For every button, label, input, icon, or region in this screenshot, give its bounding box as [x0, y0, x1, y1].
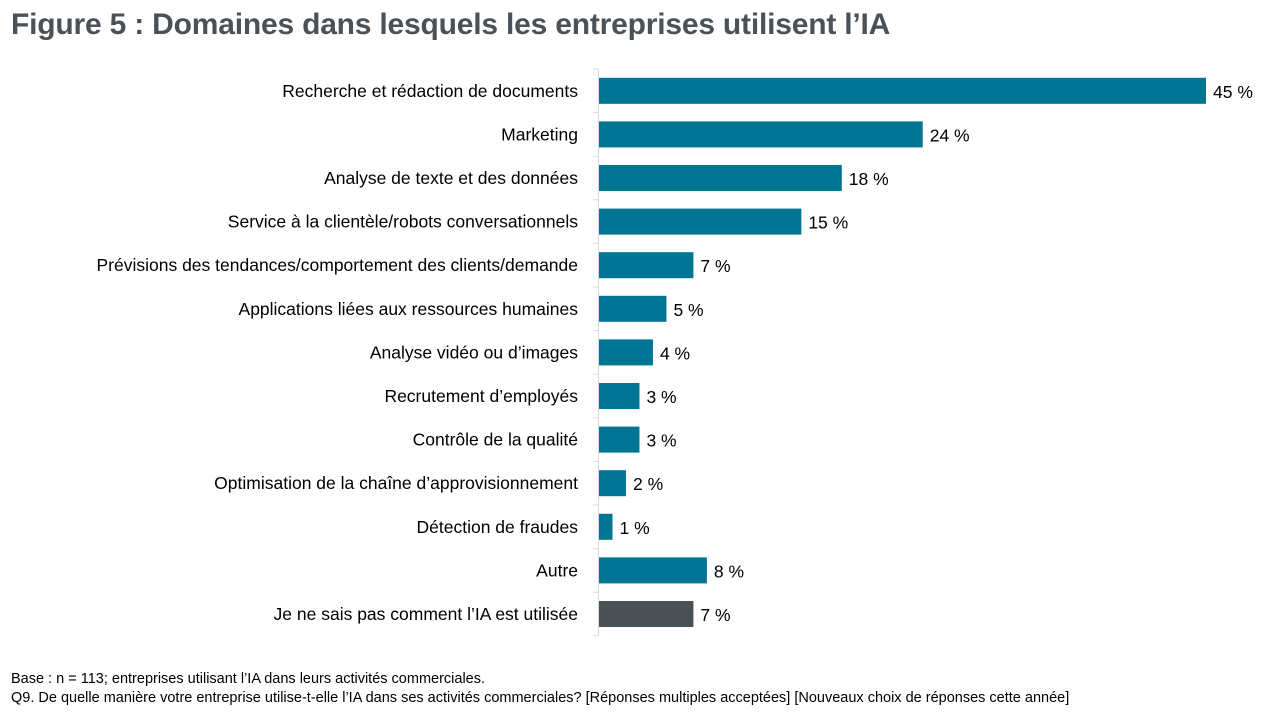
category-label-je-ne-sais-pas-comment-l-ia-est-utilisee: Je ne sais pas comment l’IA est utilisée [274, 604, 578, 624]
category-label-controle-de-la-qualite: Contrôle de la qualité [413, 430, 578, 450]
value-label-applications-liees-aux-ressources-humaines: 5 % [673, 300, 703, 320]
bar-analyse-video-ou-d-images [599, 339, 653, 366]
bar-recrutement-d-employes [599, 383, 640, 409]
value-label-previsions-des-tendances-comportement-des-clients-demande: 7 % [700, 256, 730, 276]
bar-marketing [599, 121, 923, 148]
bar-service-a-la-clientele-robots-conversationnels [599, 208, 802, 235]
bar-previsions-des-tendances-comportement-des-clients-demande [599, 252, 694, 279]
bar-je-ne-sais-pas-comment-l-ia-est-utilisee [599, 601, 694, 627]
value-label-marketing: 24 % [930, 125, 970, 145]
category-labels: Recherche et rédaction de documents Marke… [96, 81, 578, 624]
page-title: Figure 5 : Domaines dans lesquels les en… [11, 8, 891, 41]
value-label-je-ne-sais-pas-comment-l-ia-est-utilisee: 7 % [700, 605, 730, 625]
category-label-analyse-de-texte-et-des-donnees: Analyse de texte et des données [324, 168, 578, 188]
value-label-autre: 8 % [714, 561, 744, 581]
category-label-previsions-des-tendances-comportement-des-clients-demande: Prévisions des tendances/comportement de… [96, 255, 578, 275]
category-label-recherche-et-redaction-de-documents: Recherche et rédaction de documents [282, 81, 578, 101]
bars-layer [599, 77, 1206, 627]
chart-footer: Base : n = 113; entreprises utilisant l’… [11, 670, 1069, 708]
bar-applications-liees-aux-ressources-humaines [599, 295, 667, 322]
value-label-controle-de-la-qualite: 3 % [646, 431, 676, 451]
value-label-recrutement-d-employes: 3 % [646, 387, 676, 407]
category-label-applications-liees-aux-ressources-humaines: Applications liées aux ressources humain… [239, 299, 579, 319]
value-label-service-a-la-clientele-robots-conversationnels: 15 % [808, 213, 848, 233]
category-label-optimisation-de-la-chaine-d-approvisionnement: Optimisation de la chaîne d’approvisionn… [214, 473, 578, 493]
y-axis-ticks [593, 68, 599, 637]
value-label-optimisation-de-la-chaine-d-approvisionnement: 2 % [633, 474, 663, 494]
category-label-analyse-video-ou-d-images: Analyse vidéo ou d’images [370, 342, 578, 362]
bar-detection-de-fraudes [599, 513, 613, 540]
footer-question-note: Q9. De quelle manière votre entreprise u… [11, 690, 1070, 706]
value-label-detection-de-fraudes: 1 % [619, 518, 649, 538]
category-label-detection-de-fraudes: Détection de fraudes [417, 517, 579, 537]
bar-analyse-de-texte-et-des-donnees [599, 165, 842, 191]
value-labels: 45 % 24 % 18 % 15 % 7 % 5 % 4 % 3 % 3 % 2 % 1 % 8 %… [619, 82, 1252, 625]
category-label-marketing: Marketing [501, 124, 578, 144]
bar-optimisation-de-la-chaine-d-approvisionnement [599, 470, 626, 497]
value-label-analyse-de-texte-et-des-donnees: 18 % [849, 169, 889, 189]
footer-base-note: Base : n = 113; entreprises utilisant l’… [11, 671, 486, 687]
bar-controle-de-la-qualite [599, 426, 640, 453]
bar-autre [599, 557, 707, 584]
value-label-analyse-video-ou-d-images: 4 % [660, 343, 690, 363]
category-label-service-a-la-clientele-robots-conversationnels: Service à la clientèle/robots conversati… [228, 212, 578, 232]
bar-chart: Recherche et rédaction de documents Marke… [96, 68, 1253, 637]
category-label-recrutement-d-employes: Recrutement d’employés [384, 386, 578, 406]
bar-recherche-et-redaction-de-documents [599, 77, 1206, 104]
category-label-autre: Autre [536, 560, 578, 580]
value-label-recherche-et-redaction-de-documents: 45 % [1213, 82, 1253, 102]
